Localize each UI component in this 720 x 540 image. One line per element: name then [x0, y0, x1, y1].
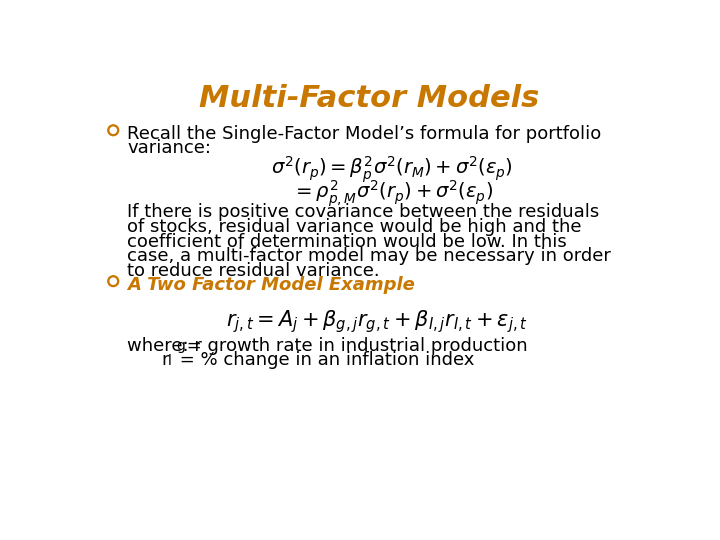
Text: coefficient of determination would be low. In this: coefficient of determination would be lo… [127, 233, 567, 251]
Text: $r_{j,t} = A_j + \beta_{g,j}r_{g,t} + \beta_{I,j}r_{I,t} + \varepsilon_{j,t}$: $r_{j,t} = A_j + \beta_{g,j}r_{g,t} + \b… [226, 308, 528, 335]
Text: Multi-Factor Models: Multi-Factor Models [199, 84, 539, 113]
Circle shape [110, 278, 117, 284]
Text: = growth rate in industrial production: = growth rate in industrial production [181, 336, 528, 355]
Text: of stocks, residual variance would be high and the: of stocks, residual variance would be hi… [127, 218, 582, 236]
Circle shape [110, 127, 117, 133]
Text: $= \rho_{p,M}^2\sigma^2(r_p) + \sigma^2(\varepsilon_p)$: $= \rho_{p,M}^2\sigma^2(r_p) + \sigma^2(… [292, 178, 492, 208]
Text: l: l [168, 354, 171, 368]
Text: variance:: variance: [127, 139, 211, 157]
Text: g: g [176, 339, 185, 353]
Text: A Two Factor Model Example: A Two Factor Model Example [127, 276, 415, 294]
Text: If there is positive covariance between the residuals: If there is positive covariance between … [127, 204, 600, 221]
Text: to reduce residual variance.: to reduce residual variance. [127, 262, 380, 280]
Circle shape [108, 276, 119, 287]
Text: where: r: where: r [127, 336, 202, 355]
Text: r: r [161, 351, 168, 369]
Text: $\sigma^2(r_p) = \beta_p^2\sigma^2(r_M) + \sigma^2(\varepsilon_p)$: $\sigma^2(r_p) = \beta_p^2\sigma^2(r_M) … [271, 155, 513, 186]
Circle shape [108, 125, 119, 136]
Text: Recall the Single-Factor Model’s formula for portfolio: Recall the Single-Factor Model’s formula… [127, 125, 601, 143]
Text: case, a multi-factor model may be necessary in order: case, a multi-factor model may be necess… [127, 247, 611, 265]
Text: = % change in an inflation index: = % change in an inflation index [174, 351, 474, 369]
